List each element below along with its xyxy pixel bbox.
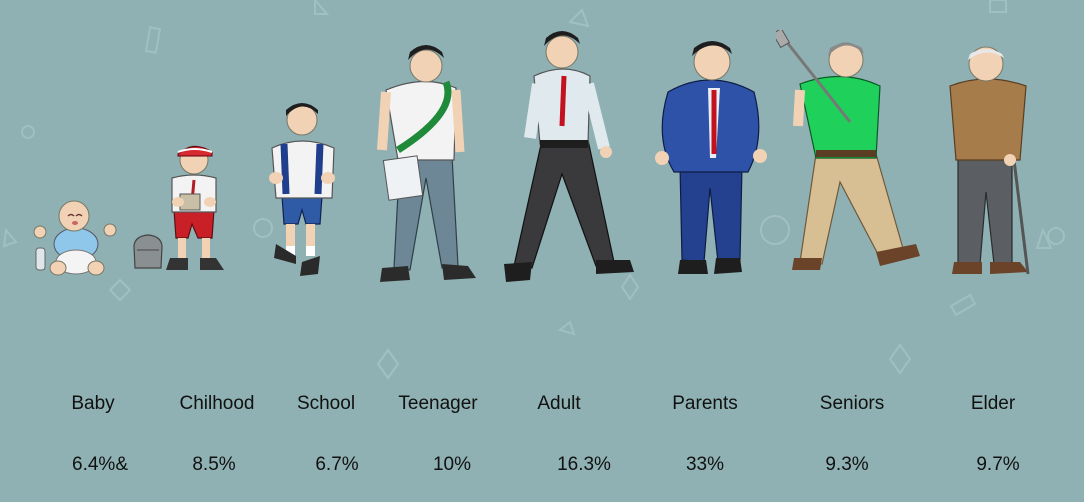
adult-figure — [504, 31, 634, 282]
seniors-figure — [776, 30, 920, 270]
stage-label-school: School — [296, 393, 356, 414]
teenager-figure — [377, 45, 476, 282]
stage-label-teenager: Teenager — [398, 393, 478, 414]
stage-label-parents: Parents — [672, 393, 738, 414]
stage-label-adult: Adult — [537, 393, 581, 414]
stage-value-adult: 16.3% — [557, 454, 611, 475]
stage-label-childhood: Chilhood — [179, 393, 255, 414]
elder-figure — [949, 46, 1030, 275]
stage-label-elder: Elder — [970, 393, 1016, 414]
stage-value-seniors: 9.3% — [825, 454, 869, 475]
stage-value-school: 6.7% — [315, 454, 359, 475]
stage-label-baby: Baby — [71, 393, 115, 414]
stage-value-elder: 9.7% — [976, 454, 1020, 475]
stage-value-childhood: 8.5% — [192, 454, 236, 475]
baby-figure — [33, 200, 117, 276]
parents-figure — [655, 41, 767, 274]
stage-label-seniors: Seniors — [819, 393, 885, 414]
stage-value-teenager: 10% — [432, 454, 472, 475]
backpack-icon — [133, 234, 163, 269]
school-figure — [269, 103, 335, 276]
stage-value-parents: 33% — [685, 454, 725, 475]
childhood-figure — [166, 145, 224, 270]
stage-value-baby: 6.4%& — [72, 454, 128, 475]
